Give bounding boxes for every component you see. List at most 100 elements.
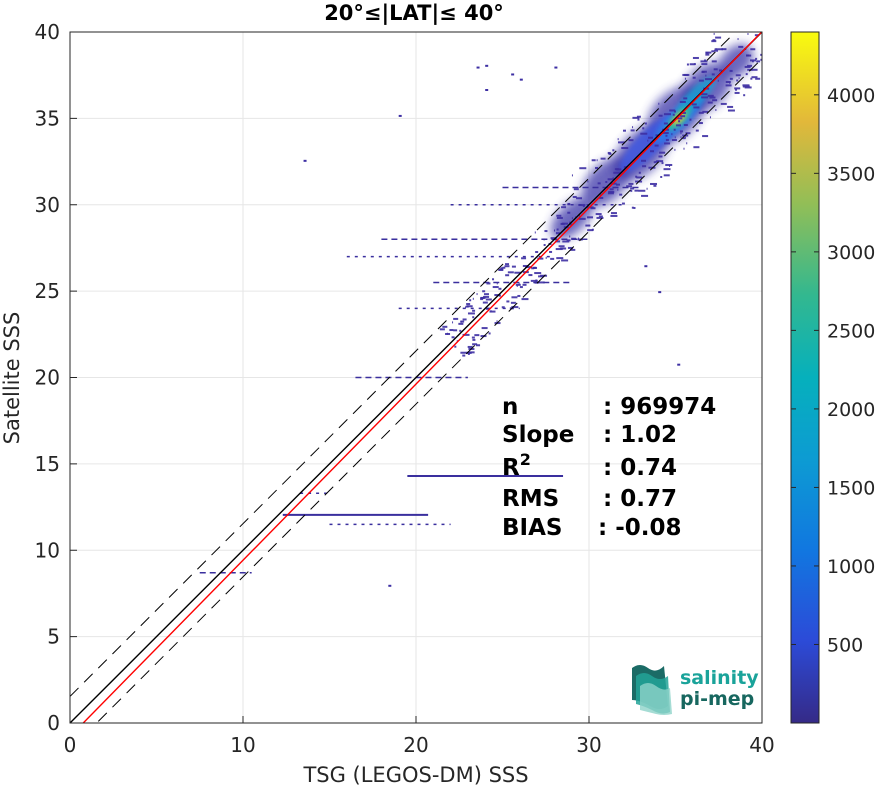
- density-pixel: [576, 197, 583, 200]
- density-pixel: [458, 322, 464, 325]
- density-pixel: [489, 310, 496, 313]
- density-pixel: [744, 65, 751, 68]
- density-pixel: [705, 53, 710, 56]
- outlier-point: [485, 64, 489, 67]
- density-pixel: [646, 187, 648, 190]
- density-pixel: [462, 354, 466, 357]
- density-pixel: [521, 298, 529, 301]
- density-pixel: [735, 88, 738, 91]
- density-pixel: [492, 278, 495, 281]
- outlier-point: [554, 66, 558, 69]
- density-pixel: [445, 333, 451, 336]
- logo-text-salinity: salinity: [680, 667, 759, 689]
- outlier-point: [658, 291, 662, 294]
- density-pixel: [671, 139, 677, 142]
- density-pixel: [736, 79, 739, 82]
- density-pixel: [661, 162, 664, 165]
- density-pixel: [498, 294, 501, 297]
- density-pixel: [595, 213, 602, 216]
- density-pixel: [591, 159, 596, 162]
- y-tick-label: 40: [35, 20, 60, 44]
- density-pixel: [621, 147, 629, 150]
- density-pixel: [722, 30, 724, 32]
- density-pixel: [587, 216, 594, 219]
- one-to-one-line: [70, 32, 762, 723]
- density-pixel: [663, 122, 668, 125]
- density-pixel: [514, 271, 522, 274]
- density-pixel: [693, 106, 700, 109]
- density-pixel: [698, 111, 704, 114]
- colorbar-tick-label: 1500: [827, 477, 875, 499]
- density-pixel: [587, 229, 594, 232]
- density-pixel: [556, 216, 563, 219]
- density-pixel: [695, 129, 699, 132]
- density-pixel: [657, 160, 659, 163]
- density-pixel: [482, 301, 488, 304]
- density-cloud-mid: [677, 76, 716, 116]
- density-pixel: [672, 113, 675, 116]
- density-pixel: [611, 182, 617, 185]
- density-pixel: [686, 63, 689, 66]
- density-pixel: [578, 217, 586, 220]
- density-pixel: [582, 205, 585, 208]
- density-pixel: [674, 148, 676, 151]
- density-pixel: [628, 139, 634, 142]
- density-pixel: [664, 142, 671, 145]
- density-pixel: [729, 26, 731, 28]
- density-pixel: [768, 70, 769, 72]
- density-pixel: [505, 263, 510, 266]
- density-pixel: [677, 117, 683, 120]
- density-pixel: [579, 167, 587, 170]
- density-pixel: [660, 175, 663, 178]
- density-pixel: [562, 240, 570, 243]
- density-pixel: [720, 102, 727, 105]
- outlier-point: [519, 78, 523, 81]
- density-pixel: [462, 318, 467, 321]
- density-pixel: [709, 116, 711, 119]
- density-pixel: [742, 85, 750, 88]
- density-pixel: [590, 207, 596, 210]
- density-pixel: [630, 129, 635, 132]
- density-pixel: [640, 132, 648, 135]
- stat-label: Slope: [502, 422, 574, 448]
- density-pixel: [537, 257, 544, 260]
- density-pixel: [533, 266, 537, 269]
- density-pixel: [451, 336, 455, 339]
- density-pixel: [607, 192, 614, 195]
- density-pixel: [623, 129, 627, 132]
- density-pixel: [474, 334, 480, 337]
- density-pixel: [692, 56, 699, 59]
- density-pixel: [467, 351, 475, 354]
- density-pixel: [561, 259, 569, 262]
- density-pixel: [454, 345, 457, 348]
- density-pixel: [537, 281, 545, 284]
- density-pixel: [680, 111, 686, 114]
- salinity-pi-mep-logo: salinity pi-mep: [632, 665, 759, 715]
- density-pixel: [488, 332, 491, 335]
- density-pixel: [665, 138, 669, 141]
- density-pixel: [598, 215, 603, 218]
- y-axis-label: Satellite SSS: [0, 312, 24, 445]
- density-pixel: [742, 24, 743, 26]
- outlier-point: [388, 584, 392, 587]
- density-pixel: [673, 110, 676, 113]
- x-tick-label: 10: [230, 733, 255, 757]
- density-pixel: [569, 235, 571, 238]
- density-pixel: [729, 69, 733, 72]
- density-pixel: [555, 240, 561, 243]
- density-pixel: [472, 343, 478, 346]
- density-pixel: [570, 223, 573, 226]
- density-pixel: [528, 274, 533, 277]
- density-pixel: [631, 206, 634, 209]
- density-pixel: [705, 51, 709, 54]
- density-pixel: [501, 306, 505, 309]
- density-pixel: [636, 176, 643, 179]
- density-pixel: [689, 63, 695, 66]
- colorbar-tick-label: 3500: [827, 163, 875, 185]
- x-tick-label: 20: [403, 733, 428, 757]
- density-pixel: [492, 286, 499, 289]
- density-pixel: [459, 329, 462, 332]
- density-pixel: [716, 48, 724, 51]
- density-pixel: [746, 54, 752, 57]
